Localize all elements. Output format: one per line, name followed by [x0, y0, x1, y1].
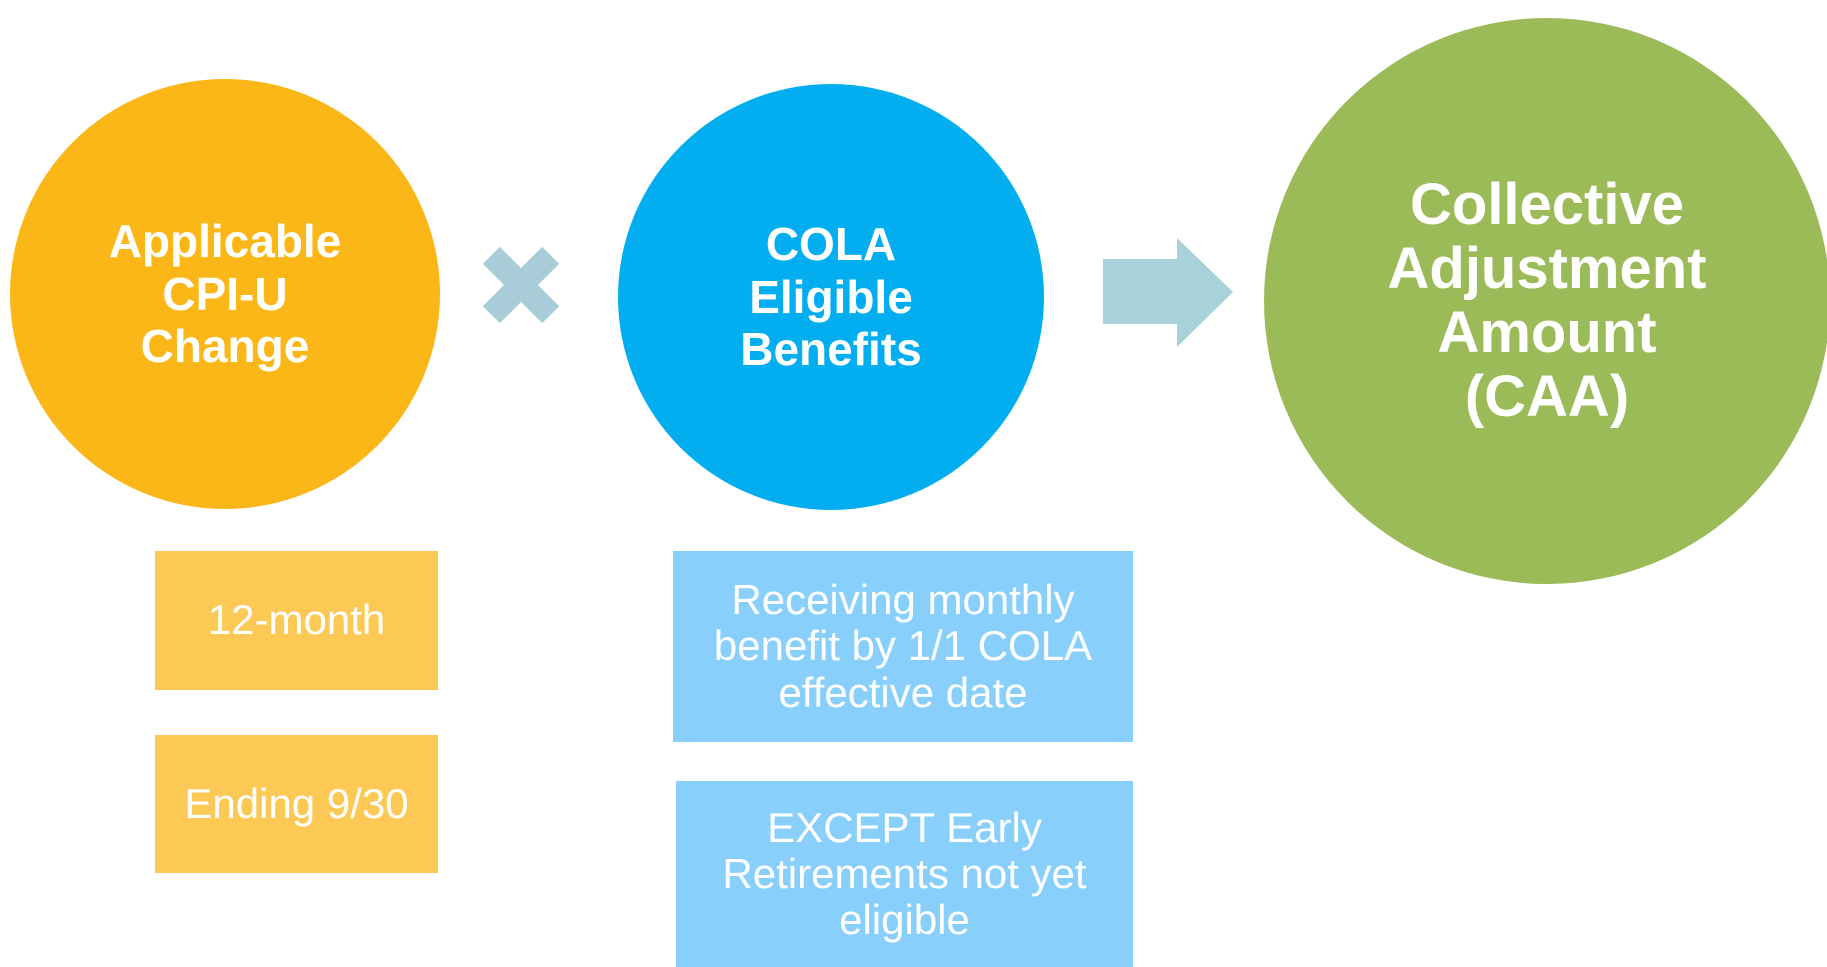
text-line: eligible — [839, 896, 970, 944]
text-line: Change — [140, 320, 310, 373]
text-line: 12-month — [207, 596, 386, 644]
cpi-circle — [10, 79, 440, 509]
detail-box — [155, 735, 438, 873]
text-line: EXCEPT Early — [767, 803, 1042, 851]
text-line: Collective — [1410, 172, 1684, 238]
detail-box — [673, 551, 1133, 742]
text-line: Applicable — [108, 214, 342, 267]
detail-box — [155, 551, 438, 690]
cpi-label: Applicable CPI-U Change — [10, 79, 440, 509]
text-line: Ending 9/30 — [184, 779, 409, 827]
arrow — [1103, 238, 1233, 347]
text-line: Amount — [1437, 300, 1657, 365]
detail-text: Receiving monthly benefit by 1/1 COLA effe… — [673, 551, 1133, 742]
text-line: benefit by 1/1 COLA — [713, 622, 1093, 670]
detail-text: Ending 9/30 — [155, 735, 438, 873]
detail-text: EXCEPT Early Retirements not yet eligible — [676, 781, 1133, 967]
cola-label: COLA Eligible Benefits — [618, 84, 1044, 510]
detail-text: 12-month — [155, 551, 438, 690]
times-sign — [482, 246, 560, 324]
text-line: effective date — [778, 668, 1028, 716]
caa-circle — [1264, 18, 1827, 584]
text-line: Benefits — [740, 323, 922, 376]
text-line: COLA — [765, 217, 897, 270]
detail-box — [676, 781, 1133, 967]
text-line: Adjustment — [1387, 236, 1707, 302]
cola-circle — [618, 84, 1044, 510]
text-line: Retirements not yet — [722, 849, 1087, 897]
text-line: CPI-U — [162, 267, 288, 320]
text-line: (CAA) — [1464, 363, 1630, 429]
text-line: Receiving monthly — [731, 576, 1075, 624]
text-line: Eligible — [749, 270, 913, 323]
caa-label: Collective Adjustment Amount (CAA) — [1264, 18, 1827, 584]
